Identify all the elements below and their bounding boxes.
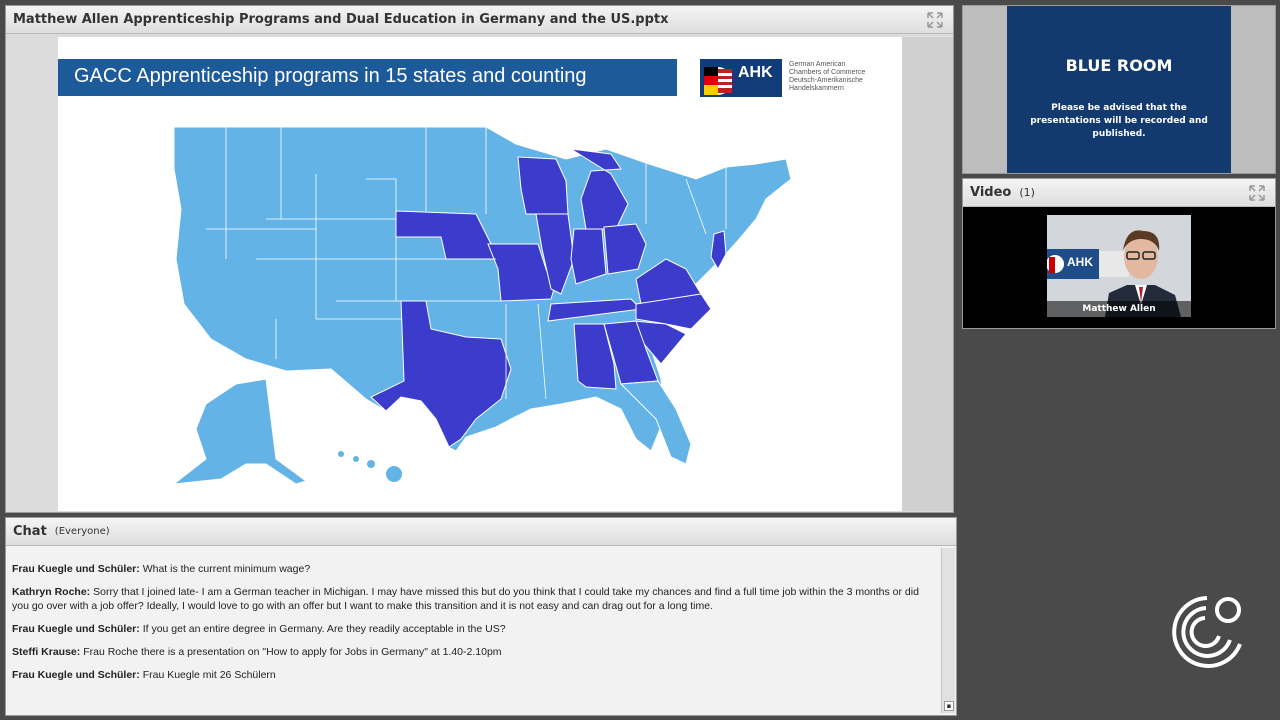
state-virginia [635,258,702,305]
slide-title: GACC Apprenticeship programs in 15 state… [74,65,587,87]
state-missouri [487,243,555,302]
video-pod: Video (1) AHK Matthew Allen [962,178,1276,329]
chat-text: If you get an entire degree in Germany. … [142,623,506,635]
chat-text: Frau Roche there is a presentation on "H… [83,646,502,658]
state-michigan [570,148,629,230]
chat-text: Frau Kuegle mit 26 Schülern [142,669,276,681]
chat-scope: (Everyone) [54,526,110,537]
state-texas [370,300,512,448]
blue-room-slide: BLUE ROOM Please be advised that the pre… [1007,6,1231,173]
ahk-logo-caption: German American Chambers of Commerce Deu… [789,61,884,93]
fullscreen-icon[interactable] [927,12,943,28]
state-north-carolina [635,293,712,330]
state-hawaii [338,451,402,482]
chat-text: What is the current minimum wage? [142,563,311,575]
blue-room-pod: BLUE ROOM Please be advised that the pre… [962,5,1276,174]
blue-room-margin [1231,6,1275,173]
chat-message: Frau Kuegle und Schüler: What is the cur… [12,562,937,576]
state-new-jersey [710,230,727,271]
chat-sender: Kathryn Roche: [12,586,91,598]
ahk-caption-line: Chambers of Commerce [789,69,866,76]
ahk-logo-text: AHK [738,64,773,81]
ahk-caption-line: German American [789,61,846,68]
chat-message: Steffi Krause: Frau Roche there is a pre… [12,645,937,659]
flag-icon [704,67,732,95]
ahk-logo: AHK German American Chambers of Commerce… [700,59,880,97]
state-alaska [172,378,308,485]
chat-sender: Frau Kuegle und Schüler: [12,669,140,681]
ahk-caption-line: Handelskammern [789,85,844,92]
chat-pod-header: Chat (Everyone) [6,518,956,546]
chat-sender: Frau Kuegle und Schüler: [12,563,140,575]
blue-room-note: Please be advised that the presentations… [1030,103,1208,139]
share-pod-margin [902,37,953,511]
video-pod-header: Video (1) [963,179,1275,207]
scroll-down-icon[interactable]: ▪ [944,701,954,711]
chat-sender: Steffi Krause: [12,646,81,658]
fullscreen-icon[interactable] [1249,185,1265,201]
slide-title-bar: GACC Apprenticeship programs in 15 state… [58,59,677,96]
webcam-video[interactable]: AHK Matthew Allen [1047,215,1191,317]
blue-room-margin [963,6,1007,173]
ahk-logo-box: AHK [700,59,782,97]
state-alabama [573,323,617,390]
video-logo-text: AHK [1067,255,1093,269]
video-pod-title: Video [970,185,1012,200]
share-pod: Matthew Allen Apprenticeship Programs an… [5,5,954,513]
chat-message: Kathryn Roche: Sorry that I joined late-… [12,585,937,613]
chat-scrollbar[interactable]: ▪ [941,548,955,713]
share-pod-header: Matthew Allen Apprenticeship Programs an… [6,6,953,34]
video-count: (1) [1019,186,1035,199]
blue-room-title: BLUE ROOM [1065,56,1173,75]
state-florida [619,380,692,465]
chat-pod: Chat (Everyone) Frau Kuegle und Schüler:… [5,517,957,716]
chat-pod-title: Chat [13,524,47,539]
goethe-logo [1172,596,1242,668]
us-map [172,126,792,485]
ahk-caption-line: Deutsch-Amerikanische [789,77,863,84]
share-pod-title: Matthew Allen Apprenticeship Programs an… [13,12,669,27]
chat-message-list: Frau Kuegle und Schüler: What is the cur… [12,562,937,691]
presentation-slide: GACC Apprenticeship programs in 15 state… [58,37,902,511]
chat-message: Frau Kuegle und Schüler: Frau Kuegle mit… [12,668,937,682]
state-ohio [603,223,647,275]
chat-text: Sorry that I joined late- I am a German … [12,586,919,612]
chat-sender: Frau Kuegle und Schüler: [12,623,140,635]
state-borders [206,127,727,400]
state-indiana [570,228,607,285]
state-illinois [535,213,575,295]
chat-message: Frau Kuegle und Schüler: If you get an e… [12,622,937,636]
speaker-name-label: Matthew Allen [1047,301,1191,317]
